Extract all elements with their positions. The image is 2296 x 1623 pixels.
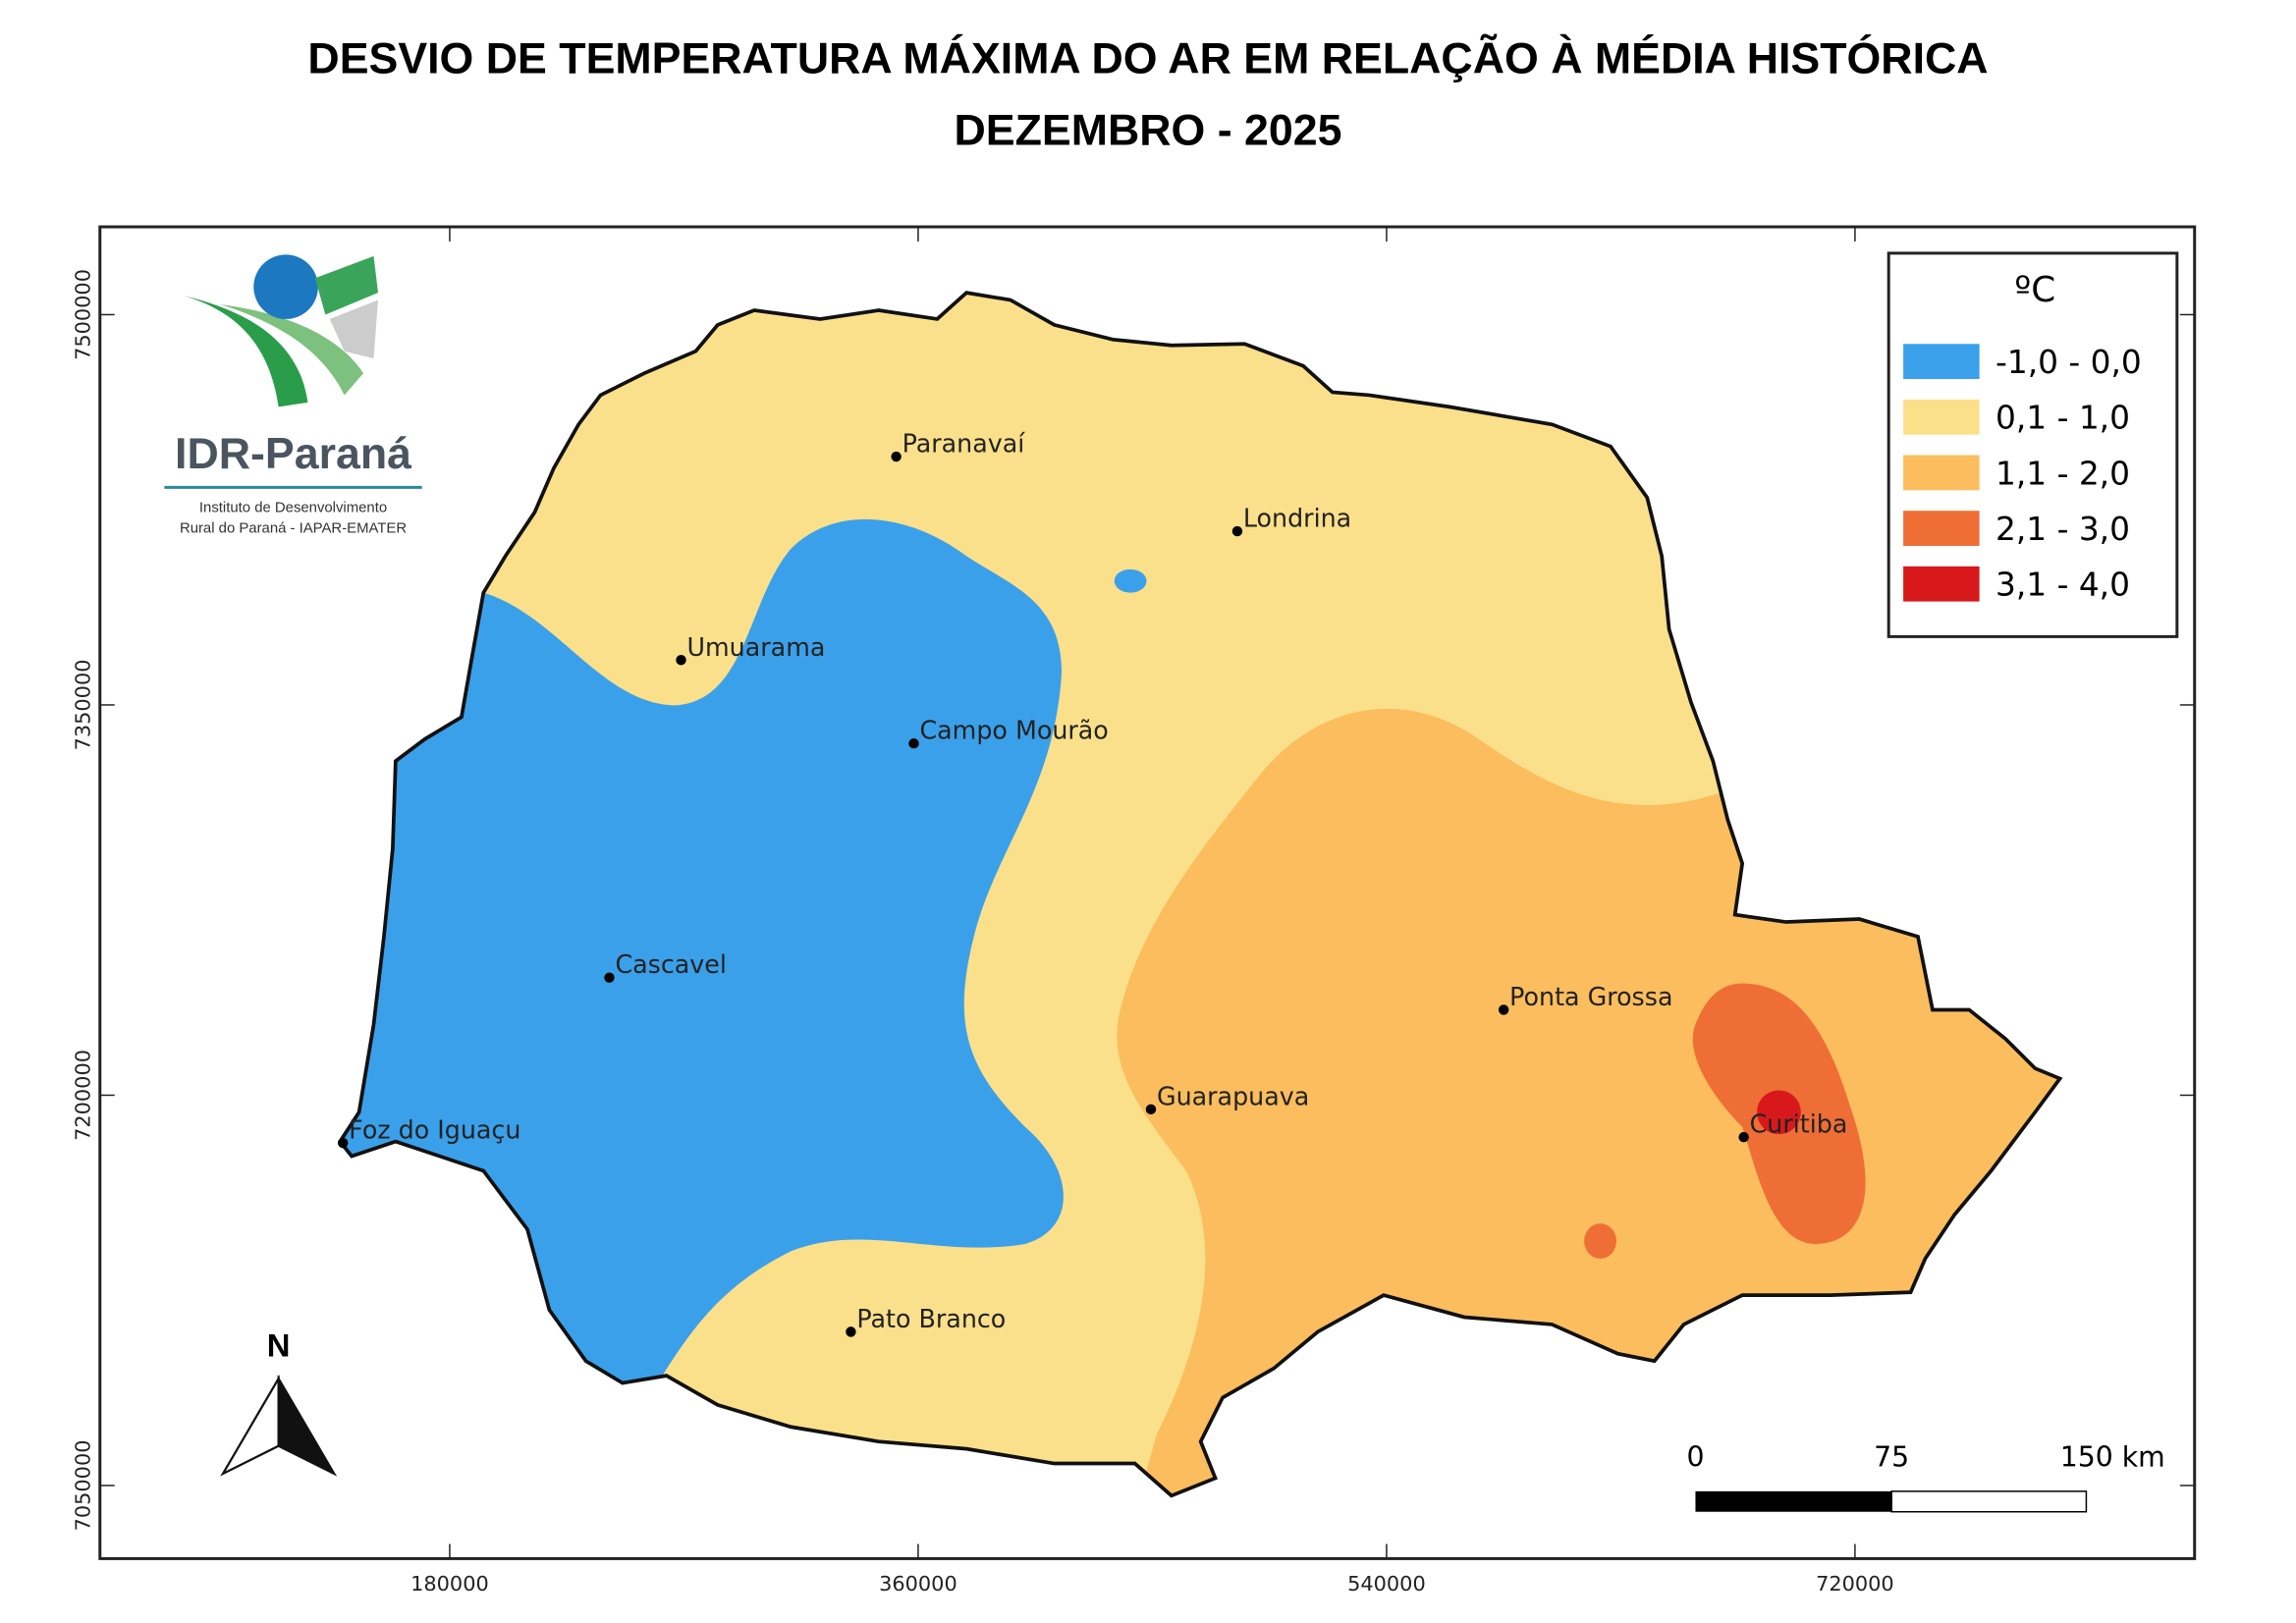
city-dot xyxy=(891,451,902,462)
city-label: Umuarama xyxy=(686,632,825,662)
legend: ºC -1,0 - 0,0 0,1 - 1,0 1,1 - 2,0 2,1 - 3,0… xyxy=(1886,251,2179,638)
legend-swatch xyxy=(1903,399,1980,435)
logo-text: Rural do Paraná - IAPAR-EMATER xyxy=(180,521,407,537)
logo-swoosh xyxy=(183,296,308,407)
logo-swoosh xyxy=(220,304,364,396)
y-tick-label: 7350000 xyxy=(71,660,94,751)
region xyxy=(1114,568,1147,593)
city-label: Londrina xyxy=(1243,504,1351,533)
city-dot xyxy=(1738,1131,1749,1143)
legend-swatch xyxy=(1903,511,1980,546)
city-dot xyxy=(908,737,919,749)
x-tick-label: 360000 xyxy=(879,1572,957,1596)
scale-segment xyxy=(1695,1490,1892,1512)
legend-label: 0,1 - 1,0 xyxy=(1995,400,2130,437)
city-label: Guarapuava xyxy=(1157,1081,1309,1110)
city-label: Paranavaí xyxy=(902,429,1026,459)
city-dot xyxy=(604,972,615,983)
city-dot xyxy=(337,1137,349,1149)
legend-swatch xyxy=(1903,344,1980,380)
city-dot xyxy=(676,655,686,666)
city-label: Campo Mourão xyxy=(919,716,1108,745)
y-tick-label: 7200000 xyxy=(71,1050,94,1141)
north-arrow: N xyxy=(220,1327,338,1477)
x-tick-label: 180000 xyxy=(410,1572,489,1596)
scale-segment xyxy=(1890,1490,2088,1513)
legend-swatch xyxy=(1903,455,1980,491)
logo: IDR-Paraná Instituto de Desenvolvimento … xyxy=(164,254,422,537)
region xyxy=(1584,1223,1616,1259)
ticks: 180000 360000 540000 720000 7050000 7200000 73… xyxy=(71,227,2195,1596)
logo-text: Instituto de Desenvolvimento xyxy=(199,501,387,516)
x-tick-label: 720000 xyxy=(1816,1572,1894,1596)
north-arrow-right xyxy=(277,1374,338,1477)
city-dot xyxy=(1231,525,1243,537)
scale-bar: 0 75 150 km xyxy=(1686,1441,2165,1513)
cities: Paranavaí Londrina Umuarama Campo Mourão… xyxy=(337,429,1848,1337)
north-label: N xyxy=(267,1327,291,1364)
y-tick-label: 7500000 xyxy=(71,269,94,360)
x-tick-label: 540000 xyxy=(1347,1572,1426,1596)
city-dot xyxy=(1498,1004,1509,1015)
legend-title: ºC xyxy=(2014,270,2055,310)
legend-label: 2,1 - 3,0 xyxy=(1995,511,2130,548)
y-tick-label: 7050000 xyxy=(71,1439,94,1531)
city-label: Curitiba xyxy=(1750,1109,1848,1139)
scale-label: 150 km xyxy=(2060,1441,2165,1474)
logo-swoosh xyxy=(314,255,378,315)
city-label: Foz do Iguaçu xyxy=(349,1115,520,1145)
legend-label: 1,1 - 2,0 xyxy=(1995,455,2130,492)
legend-label: -1,0 - 0,0 xyxy=(1995,344,2142,381)
city-label: Pato Branco xyxy=(856,1304,1006,1333)
city-dot xyxy=(846,1326,856,1337)
logo-circle xyxy=(253,254,318,319)
scale-label: 0 xyxy=(1686,1441,1704,1474)
legend-label: 3,1 - 4,0 xyxy=(1995,567,2130,604)
city-label: Ponta Grossa xyxy=(1509,982,1672,1011)
city-dot xyxy=(1145,1104,1157,1115)
title: DESVIO DE TEMPERATURA MÁXIMA DO AR EM RE… xyxy=(307,34,1988,83)
scale-label: 75 xyxy=(1874,1441,1909,1474)
city-label: Cascavel xyxy=(615,949,726,979)
logo-swoosh xyxy=(329,299,378,359)
region xyxy=(1757,1090,1801,1135)
subtitle: DEZEMBRO - 2025 xyxy=(955,107,1342,155)
legend-swatch xyxy=(1903,566,1980,602)
logo-name: IDR-Paraná xyxy=(175,430,411,478)
